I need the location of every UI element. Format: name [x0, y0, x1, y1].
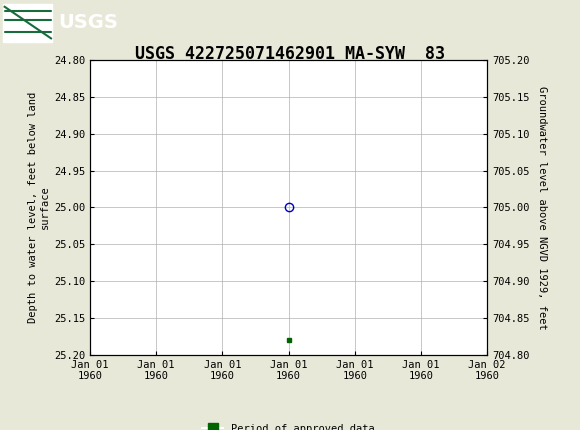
Y-axis label: Groundwater level above NGVD 1929, feet: Groundwater level above NGVD 1929, feet	[536, 86, 546, 329]
Y-axis label: Depth to water level, feet below land
surface: Depth to water level, feet below land su…	[28, 92, 50, 323]
Text: USGS 422725071462901 MA-SYW  83: USGS 422725071462901 MA-SYW 83	[135, 45, 445, 63]
Bar	[3, 3, 52, 42]
Text: USGS: USGS	[58, 13, 118, 32]
Legend: Period of approved data: Period of approved data	[198, 420, 379, 430]
